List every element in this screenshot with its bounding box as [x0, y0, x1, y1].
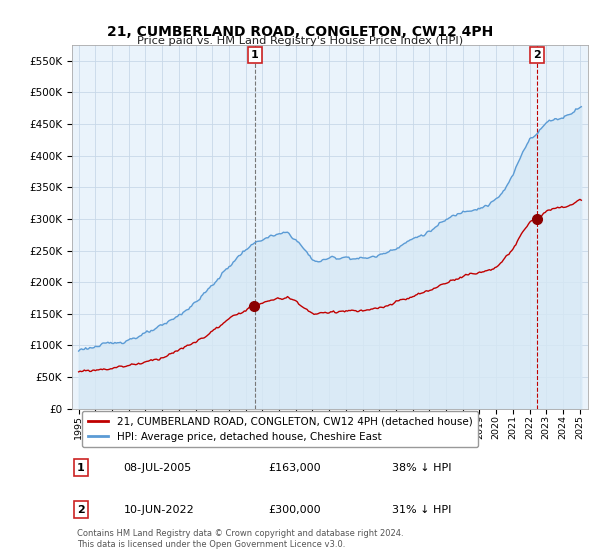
Text: 10-JUN-2022: 10-JUN-2022: [124, 505, 194, 515]
Legend: 21, CUMBERLAND ROAD, CONGLETON, CW12 4PH (detached house), HPI: Average price, d: 21, CUMBERLAND ROAD, CONGLETON, CW12 4PH…: [82, 411, 478, 447]
Text: £300,000: £300,000: [268, 505, 321, 515]
Text: 2: 2: [77, 505, 85, 515]
Text: 1: 1: [251, 50, 259, 60]
Text: 08-JUL-2005: 08-JUL-2005: [124, 463, 192, 473]
Text: £163,000: £163,000: [268, 463, 321, 473]
Text: 21, CUMBERLAND ROAD, CONGLETON, CW12 4PH: 21, CUMBERLAND ROAD, CONGLETON, CW12 4PH: [107, 25, 493, 39]
Text: 2: 2: [533, 50, 541, 60]
Text: Price paid vs. HM Land Registry's House Price Index (HPI): Price paid vs. HM Land Registry's House …: [137, 36, 463, 46]
Text: Contains HM Land Registry data © Crown copyright and database right 2024.
This d: Contains HM Land Registry data © Crown c…: [77, 529, 404, 549]
Text: 1: 1: [77, 463, 85, 473]
Text: 31% ↓ HPI: 31% ↓ HPI: [392, 505, 451, 515]
Text: 38% ↓ HPI: 38% ↓ HPI: [392, 463, 451, 473]
